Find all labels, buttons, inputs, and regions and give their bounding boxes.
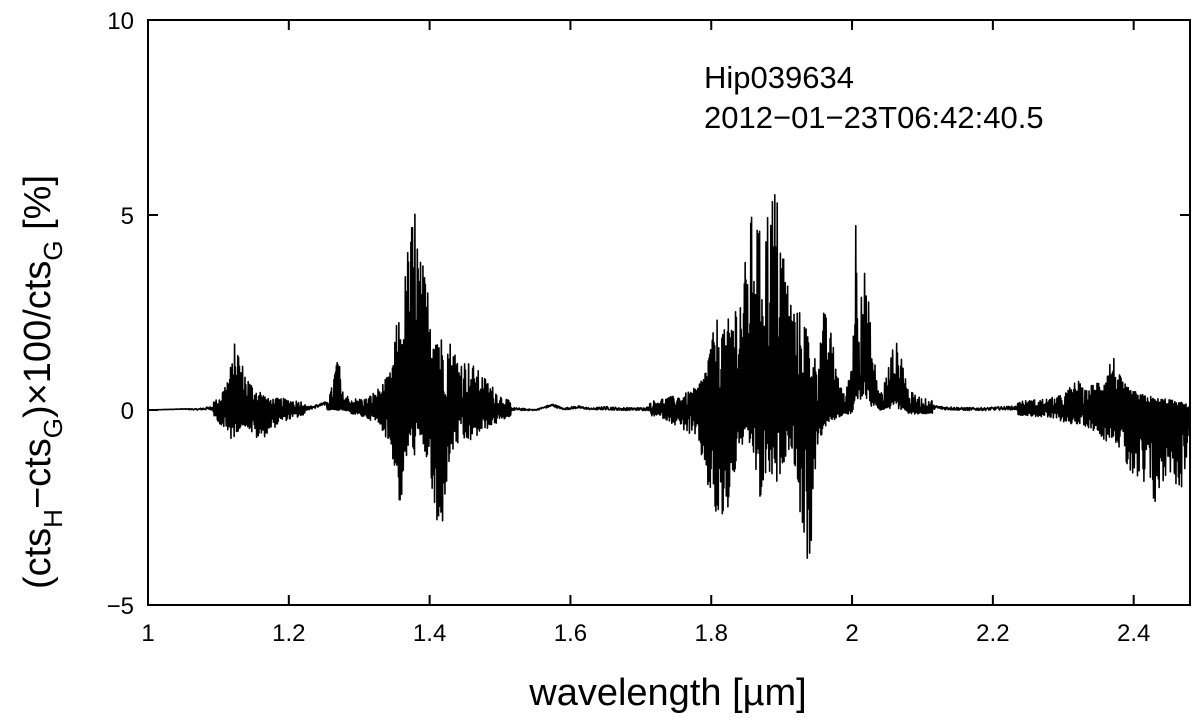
y-label-unit: [%] [17, 175, 59, 240]
x-axis-label: wavelength [µm] [528, 672, 806, 714]
y-label-open: (cts [17, 528, 59, 589]
axes-frame [147, 19, 1191, 606]
x-tick-label: 1 [141, 620, 154, 647]
x-tick-label: 1.6 [554, 620, 587, 647]
y-tick-label: 5 [121, 203, 134, 230]
y-label-subscript-g-denominator: G [38, 240, 68, 260]
x-tick-label: 1.4 [413, 620, 446, 647]
y-label-minus: −cts [17, 438, 59, 509]
y-axis-ticks: −5 0 5 10 [107, 8, 1190, 620]
y-tick-label: −5 [107, 593, 134, 620]
y-label-subscript-h: H [38, 509, 68, 528]
x-tick-label: 2.2 [976, 620, 1009, 647]
plot-content [147, 194, 1191, 559]
y-label-mid: )×100/cts [17, 261, 59, 418]
x-tick-label: 2 [845, 620, 858, 647]
plot-border [147, 19, 1191, 606]
x-axis-ticks: 1 1.2 1.4 1.6 1.8 2 2.2 2.4 [141, 20, 1150, 647]
annotation-target-name: Hip039634 [704, 60, 854, 95]
x-tick-label: 1.2 [272, 620, 305, 647]
y-axis-label: (ctsH−ctsG)×100/ctsG [%] [17, 175, 68, 589]
y-tick-label: 10 [107, 8, 134, 35]
x-tick-label: 2.4 [1117, 620, 1150, 647]
annotation-timestamp: 2012−01−23T06:42:40.5 [704, 100, 1044, 135]
x-tick-label: 1.8 [695, 620, 728, 647]
spectrum-series-line [147, 194, 1191, 559]
y-label-subscript-g: G [38, 418, 68, 438]
y-tick-label: 0 [121, 398, 134, 425]
